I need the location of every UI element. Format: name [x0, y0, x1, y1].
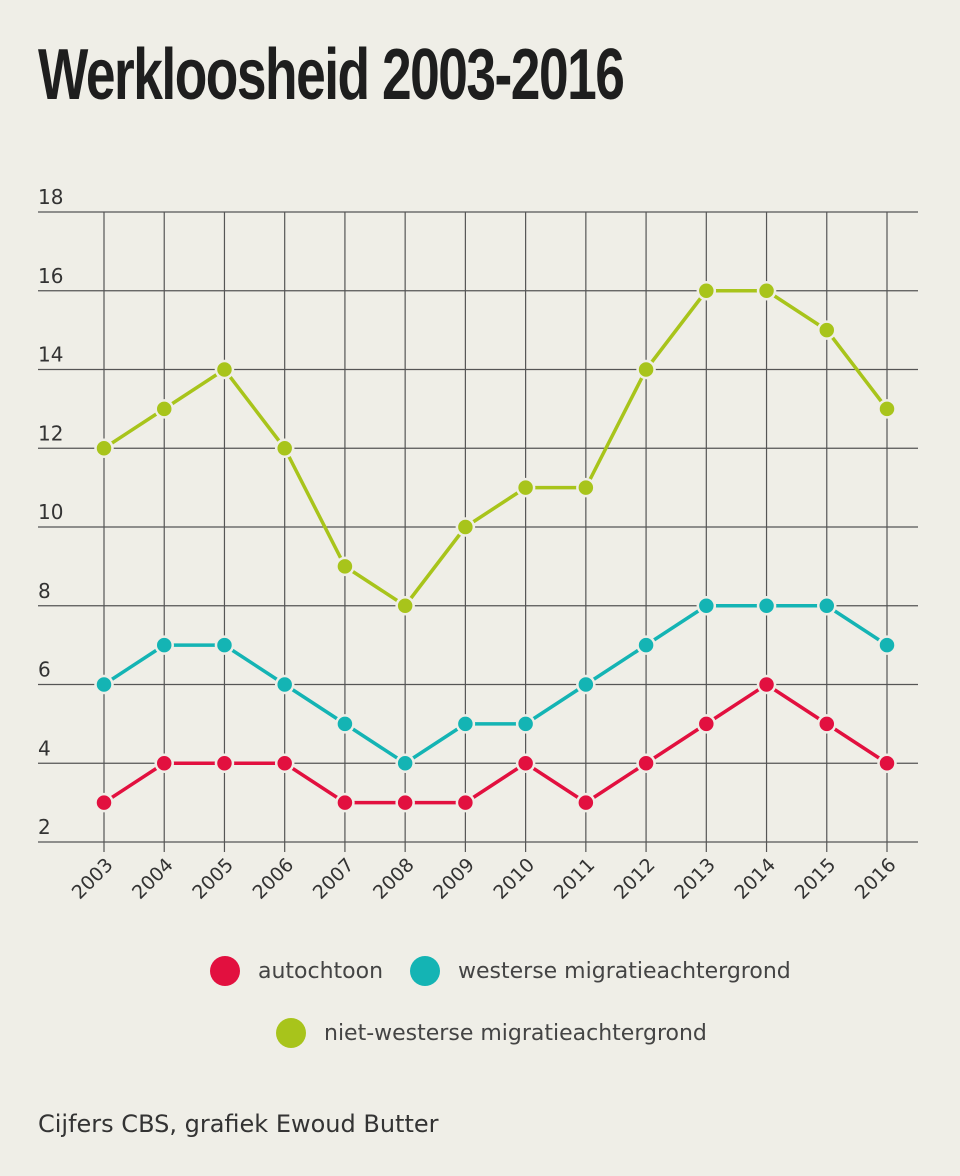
x-tick-label: 2013 — [670, 854, 720, 904]
data-point — [335, 556, 355, 577]
legend-item-westerse: westerse migratieachtergrond — [410, 956, 791, 986]
y-tick-label: 8 — [38, 579, 51, 603]
data-point — [515, 714, 536, 734]
data-point — [395, 792, 415, 813]
data-point — [214, 359, 235, 380]
y-axis-ticks: 2 4 6 8 10 12 14 16 18 — [38, 185, 63, 839]
data-point — [877, 753, 897, 773]
data-point — [335, 714, 355, 734]
data-point — [395, 596, 415, 616]
y-tick-label: 10 — [38, 500, 63, 524]
data-point — [576, 674, 596, 695]
x-tick-label: 2003 — [68, 854, 118, 904]
data-point — [696, 281, 717, 301]
data-point — [94, 674, 114, 695]
data-point — [455, 714, 476, 734]
data-point — [756, 281, 777, 301]
data-point — [94, 792, 114, 813]
x-tick-label: 2014 — [730, 854, 780, 904]
data-point — [515, 477, 536, 498]
data-point — [877, 635, 897, 655]
y-tick-label: 6 — [38, 658, 51, 682]
x-axis-ticks: 2003 2004 2005 2006 2007 2008 2009 2010 2011 2012… — [68, 854, 901, 904]
legend-swatch — [410, 956, 440, 986]
y-tick-label: 12 — [38, 421, 63, 445]
data-point — [274, 753, 295, 773]
data-point — [877, 399, 897, 419]
data-point — [154, 399, 174, 419]
data-point — [696, 596, 717, 616]
legend-label: autochtoon — [258, 958, 384, 984]
source-note: Cijfers CBS, grafiek Ewoud Butter — [38, 1110, 439, 1138]
legend-label: westerse migratieachtergrond — [458, 958, 791, 984]
y-tick-label: 2 — [38, 815, 51, 839]
data-point — [817, 714, 837, 734]
x-tick-label: 2012 — [610, 854, 660, 904]
y-tick-label: 4 — [38, 736, 51, 760]
data-point — [455, 517, 476, 537]
legend-item-niet-westerse: niet-westerse migratieachtergrond — [276, 1018, 707, 1048]
x-tick-label: 2008 — [369, 854, 419, 904]
data-point — [154, 635, 174, 655]
y-tick-label: 16 — [38, 264, 63, 288]
y-tick-label: 14 — [38, 343, 63, 367]
x-tick-label: 2015 — [791, 854, 841, 904]
data-point — [576, 792, 596, 813]
series-line-1 — [103, 604, 888, 765]
x-tick-label: 2006 — [248, 854, 298, 904]
data-point — [636, 635, 656, 655]
data-point — [756, 596, 777, 616]
page-title: Werkloosheid 2003-2016 — [38, 35, 625, 115]
x-tick-label: 2007 — [309, 854, 359, 904]
x-tick-label: 2005 — [188, 854, 238, 904]
data-point — [817, 596, 837, 616]
legend-swatch — [210, 956, 240, 986]
data-point — [636, 753, 656, 773]
legend-swatch — [276, 1018, 306, 1048]
series-line-0 — [103, 682, 888, 805]
data-point — [274, 674, 295, 695]
x-tick-label: 2011 — [550, 854, 600, 904]
data-point — [515, 753, 536, 773]
data-point — [154, 753, 174, 773]
x-tick-label: 2004 — [128, 854, 178, 904]
x-tick-label: 2009 — [429, 854, 479, 904]
data-point — [696, 714, 717, 734]
series-line-2 — [103, 289, 889, 608]
chart-grid — [38, 211, 918, 852]
data-point — [395, 753, 415, 773]
x-tick-label: 2016 — [851, 854, 901, 904]
data-point — [576, 477, 596, 498]
legend-item-autochtoon: autochtoon — [210, 956, 383, 986]
data-point — [214, 753, 235, 773]
data-point — [335, 792, 355, 813]
y-tick-label: 18 — [38, 185, 63, 209]
x-tick-label: 2010 — [489, 854, 539, 904]
data-point — [636, 359, 656, 380]
data-point — [756, 674, 777, 695]
chart-series — [94, 281, 897, 813]
data-point — [455, 792, 476, 813]
data-point — [94, 438, 114, 458]
data-point — [274, 438, 295, 458]
data-point — [817, 320, 837, 340]
legend-label: niet-westerse migratieachtergrond — [324, 1020, 707, 1046]
data-point — [214, 635, 235, 655]
